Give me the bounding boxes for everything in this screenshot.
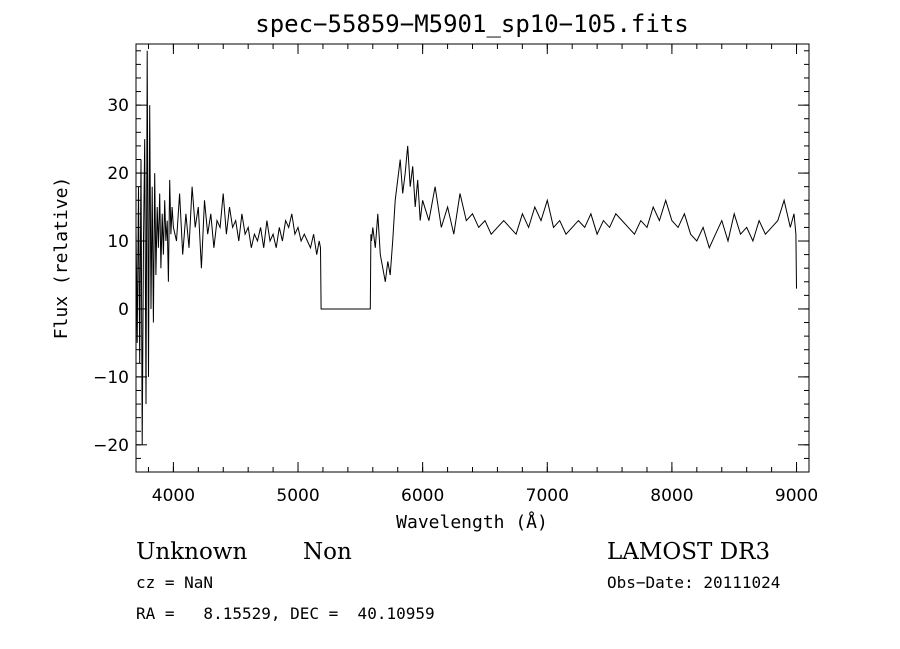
plot-frame [135, 43, 810, 473]
x-tick-label: 7000 [526, 486, 569, 506]
chart-title: spec−55859−M5901_sp10−105.fits [255, 10, 688, 38]
object-class: Unknown [136, 539, 247, 565]
x-tick-label: 4000 [152, 486, 195, 506]
y-tick-label: 20 [107, 164, 129, 184]
y-tick-label: 0 [118, 300, 129, 320]
obs-date-text: Obs−Date: 20111024 [607, 573, 780, 592]
y-tick-label: −10 [93, 368, 129, 388]
redshift-text: cz = NaN [136, 573, 213, 592]
x-axis: 4000 5000 6000 7000 8000 9000 [147, 44, 818, 506]
y-axis: −20 −10 0 10 20 30 [93, 50, 809, 473]
x-tick-label: 5000 [276, 486, 319, 506]
coordinates-text: RA = 8.15529, DEC = 40.10959 [136, 604, 435, 623]
x-tick-label: 9000 [775, 486, 818, 506]
x-axis-label: Wavelength (Å) [396, 511, 548, 533]
x-tick-label: 6000 [401, 486, 444, 506]
object-subclass: Non [303, 539, 352, 565]
survey-label: LAMOST DR3 [607, 539, 770, 565]
x-tick-label: 8000 [650, 486, 693, 506]
y-tick-label: 10 [107, 232, 129, 252]
y-tick-label: −20 [93, 436, 129, 456]
y-axis-label: Flux (relative) [51, 177, 72, 340]
y-tick-label: 30 [107, 96, 129, 116]
spectrum-line [135, 50, 797, 445]
